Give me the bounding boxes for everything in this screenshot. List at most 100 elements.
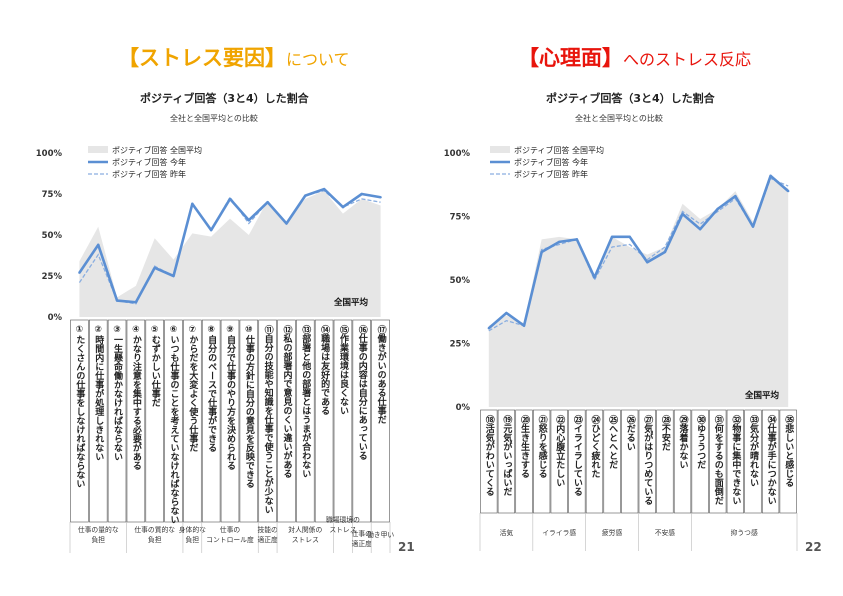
group-label: コントロール度: [206, 535, 254, 544]
legend-label: ポジティブ回答 今年: [112, 157, 186, 167]
category-box: [691, 409, 709, 514]
category-box: [550, 409, 568, 514]
this-year-point: [558, 240, 561, 244]
right-chart-subtitle: 全社と全国平均との比較: [575, 114, 663, 123]
category-label: ②時間内に仕事が処理しきれない: [93, 325, 105, 461]
category-label: ⑬部署と他の部署とはうまが合わない: [300, 324, 312, 478]
left-page-number: 21: [398, 540, 415, 554]
national-average-area: [488, 178, 789, 407]
category-label: ⑥いつも仕事のことを考えていなければならない: [169, 325, 181, 524]
this-year-point: [487, 327, 491, 330]
category-label: ⑩仕事の方針に自分の意見を反映できる: [244, 325, 256, 488]
category-label: ㉜物事に集中できない: [730, 414, 742, 505]
category-label: ㉚ゆううつだ: [695, 414, 706, 470]
this-year-point: [734, 194, 737, 198]
category-label: ①たくさんの仕事をしなければならない: [74, 325, 86, 488]
right-page-heading: 【心理面】へのストレス反応: [518, 42, 751, 72]
this-year-point: [610, 235, 614, 239]
legend-label: ポジティブ回答 全国平均: [514, 145, 604, 155]
this-year-point: [379, 196, 382, 199]
this-year-point: [681, 212, 684, 216]
this-year-point: [153, 266, 156, 269]
y-tick-label: 0%: [456, 403, 471, 413]
category-label: ⑳生き生きする: [519, 414, 530, 478]
category-label: ⑰働きがいのある仕事だ: [376, 324, 388, 425]
category-box: [585, 409, 604, 514]
category-box: [70, 319, 89, 523]
group-label: 抑うつ感: [731, 528, 758, 537]
this-year-point: [646, 261, 649, 264]
category-label: ㉞仕事が手につかない: [766, 414, 778, 505]
category-label: ④かなり注意を集中する必要がある: [131, 325, 143, 470]
this-year-point: [575, 238, 579, 241]
y-tick-label: 100%: [36, 149, 63, 159]
left-page-heading: 【ストレス要因】について: [118, 42, 350, 72]
category-label: ㉕へとへとだ: [607, 414, 618, 470]
this-year-point: [663, 250, 667, 254]
annotation-label: 全国平均: [333, 297, 369, 308]
group-label: 負担: [91, 535, 105, 544]
y-tick-label: 75%: [450, 213, 471, 223]
category-label: ⑤むずかしい仕事だ: [150, 325, 162, 408]
this-year-line: [487, 174, 790, 330]
category-label: ⑨自分で仕事のやり方を決められる: [225, 325, 237, 470]
category-label: ㉝気分が晴れない: [748, 414, 759, 487]
this-year-point: [360, 192, 363, 196]
category-box: [107, 319, 127, 523]
this-year-point: [304, 194, 307, 197]
legend-swatch-area: [88, 146, 108, 153]
this-year-point: [341, 205, 345, 209]
group-label: 対人関係の: [288, 525, 322, 534]
left-chart-title: ポジティブ回答（3と4）した割合: [140, 92, 309, 105]
this-year-point: [285, 222, 288, 225]
category-box: [603, 409, 621, 514]
group-label: 技能の: [257, 525, 278, 534]
category-label: ⑱活気がわいてくる: [484, 414, 495, 496]
category-label: ㉛何をするのも面倒だ: [713, 414, 725, 506]
category-box: [515, 409, 533, 514]
y-tick-label: 75%: [42, 190, 63, 200]
category-box: [333, 319, 353, 523]
category-label: ㉖だるい: [625, 414, 636, 451]
group-label: 仕事の質的な: [134, 525, 175, 534]
group-label: 仕事の: [220, 525, 241, 534]
this-year-point: [716, 207, 719, 211]
category-box: [352, 319, 371, 523]
category-box: [761, 409, 780, 514]
category-label: ⑫私の部署内で意見のくい違いがある: [281, 324, 293, 478]
legend-label: ポジティブ回答 昨年: [112, 169, 186, 179]
left-heading-strong: 【ストレス要因】: [118, 46, 286, 70]
category-box: [145, 319, 164, 523]
category-box: [239, 319, 259, 523]
group-label: 活気: [500, 528, 514, 537]
category-box: [220, 319, 240, 523]
national-average-area: [79, 190, 381, 317]
right-heading-rest: へのストレス反応: [623, 50, 752, 69]
legend-label: ポジティブ回答 今年: [514, 157, 588, 167]
category-box: [533, 409, 551, 514]
group-label: 不安感: [655, 528, 676, 537]
group-label: 負担: [186, 535, 200, 544]
category-label: ㉗気がはりつめている: [642, 414, 653, 505]
category-box: [480, 409, 498, 514]
annotation-label: 全国平均: [744, 390, 780, 401]
this-year-point: [266, 201, 269, 204]
category-box: [296, 319, 315, 523]
category-label: ⑲元気がいっぱいだ: [501, 414, 512, 497]
y-tick-label: 25%: [450, 340, 471, 350]
this-year-point: [751, 225, 755, 228]
this-year-point: [247, 219, 251, 222]
category-box: [183, 319, 202, 523]
this-year-point: [522, 324, 526, 327]
group-label: 働き甲い: [367, 530, 394, 539]
category-box: [497, 409, 516, 514]
this-year-point: [78, 271, 81, 274]
legend-label: ポジティブ回答 全国平均: [112, 145, 202, 155]
category-label: ㉓イライラしている: [572, 414, 583, 496]
category-box: [277, 319, 296, 523]
category-box: [709, 409, 727, 514]
this-year-point: [769, 174, 772, 178]
